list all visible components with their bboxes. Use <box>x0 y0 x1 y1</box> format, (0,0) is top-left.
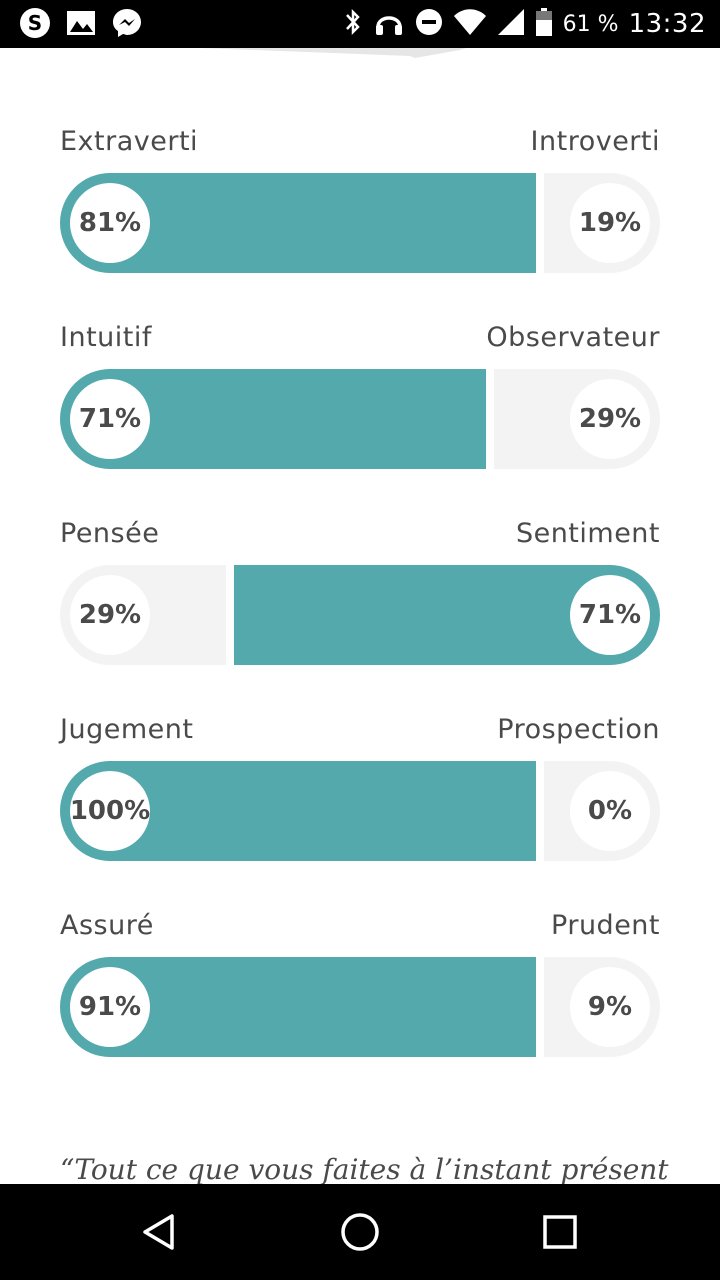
trait-right-percentage: 0% <box>570 771 650 851</box>
battery-icon <box>535 7 553 41</box>
wifi-icon <box>453 8 487 40</box>
skype-icon: S <box>18 6 52 40</box>
trait-left-label: Pensée <box>60 518 160 549</box>
trait-left-label: Jugement <box>60 714 194 745</box>
image-icon <box>64 6 98 40</box>
navigation-bar <box>0 1184 720 1280</box>
trait-right-percentage: 9% <box>570 967 650 1047</box>
trait-assure-prudent: Assuré Prudent 91% 9% <box>60 910 660 1065</box>
trait-left-label: Assuré <box>60 910 154 941</box>
trait-right-percentage: 19% <box>570 183 650 263</box>
trait-bar: 29% 71% <box>60 565 660 665</box>
trait-right-label: Prudent <box>551 910 660 941</box>
bluetooth-icon <box>343 8 363 40</box>
recents-icon <box>543 1215 577 1249</box>
trait-right-label: Introverti <box>530 126 660 157</box>
results-page[interactable]: Extraverti Introverti 81% 19% Intuitif O… <box>0 48 720 1184</box>
svg-text:S: S <box>28 11 42 35</box>
recents-button[interactable] <box>536 1208 584 1256</box>
trait-bar: 71% 29% <box>60 369 660 469</box>
header-illustration <box>200 48 467 58</box>
trait-left-percentage: 100% <box>70 771 150 851</box>
trait-bar: 81% 19% <box>60 173 660 273</box>
do-not-disturb-icon <box>415 8 443 40</box>
trait-left-percentage: 81% <box>70 183 150 263</box>
trait-pensee-sentiment: Pensée Sentiment 29% 71% <box>60 518 660 673</box>
battery-percentage: 61 % <box>562 11 619 37</box>
trait-left-percentage: 91% <box>70 967 150 1047</box>
trait-left-percentage: 71% <box>70 379 150 459</box>
trait-bar: 100% 0% <box>60 761 660 861</box>
headset-icon <box>373 7 405 41</box>
trait-bar: 91% 9% <box>60 957 660 1057</box>
trait-left-percentage: 29% <box>70 575 150 655</box>
quote-text: “Tout ce que vous faites à l’instant pré… <box>60 1153 669 1184</box>
home-button[interactable] <box>336 1208 384 1256</box>
trait-right-percentage: 29% <box>570 379 650 459</box>
trait-right-label: Prospection <box>497 714 660 745</box>
trait-right-label: Sentiment <box>515 518 660 549</box>
signal-icon <box>497 8 525 40</box>
trait-intuitif-observateur: Intuitif Observateur 71% 29% <box>60 322 660 477</box>
trait-right-percentage: 71% <box>570 575 650 655</box>
back-button[interactable] <box>136 1208 184 1256</box>
trait-right-label: Observateur <box>486 322 660 353</box>
status-bar: S 61 % 13:32 <box>0 0 720 48</box>
trait-extraverti-introverti: Extraverti Introverti 81% 19% <box>60 126 660 281</box>
messenger-icon <box>110 6 144 40</box>
clock: 13:32 <box>628 9 706 39</box>
trait-left-label: Extraverti <box>60 126 199 157</box>
back-icon <box>143 1214 174 1250</box>
trait-left-label: Intuitif <box>60 322 152 353</box>
home-icon <box>341 1213 379 1251</box>
trait-jugement-prospection: Jugement Prospection 100% 0% <box>60 714 660 869</box>
